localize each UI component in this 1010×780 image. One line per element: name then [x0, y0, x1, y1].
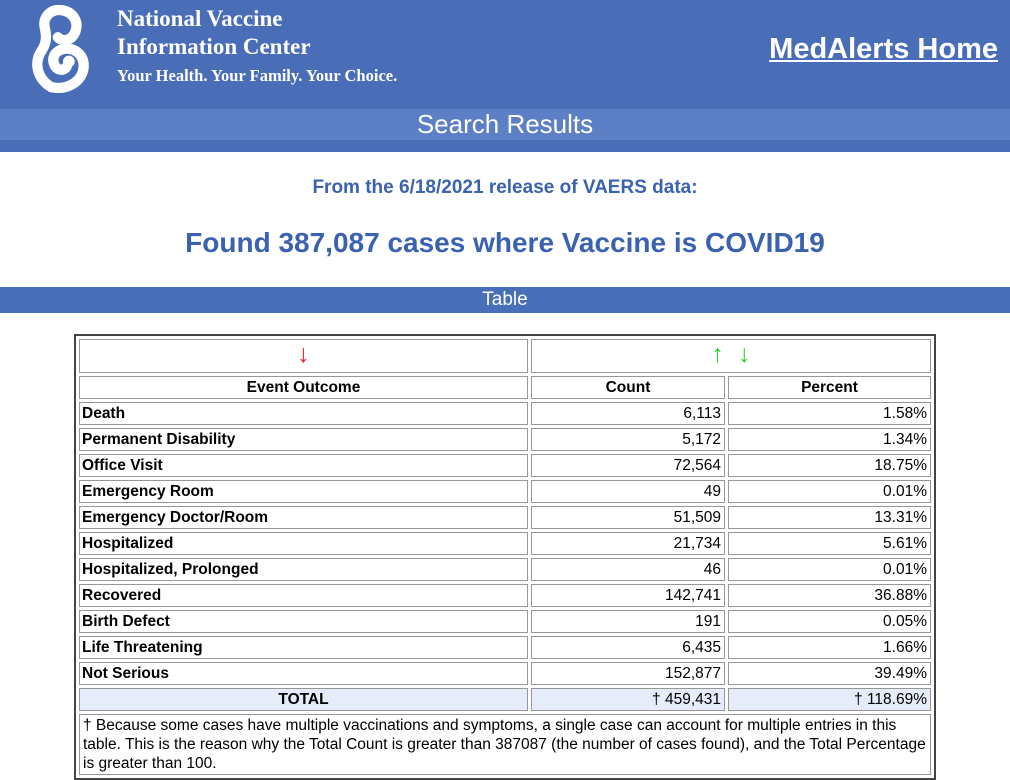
total-row: TOTAL † 459,431 † 118.69% [79, 688, 931, 711]
count-value: 51,509 [531, 506, 725, 529]
outcome-sort-cell: ↓ [79, 339, 528, 373]
found-cases-line: Found 387,087 cases where Vaccine is COV… [185, 227, 825, 258]
column-header-count: Count [531, 376, 725, 399]
outcome-label: Hospitalized [79, 532, 528, 555]
percent-value: 5.61% [728, 532, 931, 555]
table-row: Recovered 142,741 36.88% [79, 584, 931, 607]
table-row: Life Threatening 6,435 1.66% [79, 636, 931, 659]
total-label: TOTAL [79, 688, 528, 711]
table-row: Emergency Doctor/Room 51,509 13.31% [79, 506, 931, 529]
count-value: 6,113 [531, 402, 725, 425]
percent-value: 0.01% [728, 480, 931, 503]
percent-value: 1.58% [728, 402, 931, 425]
total-percent-value: † 118.69% [728, 688, 931, 711]
outcome-label: Emergency Doctor/Room [79, 506, 528, 529]
table-row: Office Visit 72,564 18.75% [79, 454, 931, 477]
nvic-mother-child-logo-icon [24, 4, 102, 94]
org-tagline: Your Health. Your Family. Your Choice. [117, 66, 398, 85]
table-row: Hospitalized 21,734 5.61% [79, 532, 931, 555]
table-row: Death 6,113 1.58% [79, 402, 931, 425]
table-footnote: † Because some cases have multiple vacci… [79, 714, 931, 775]
count-value: 21,734 [531, 532, 725, 555]
outcome-label: Death [79, 402, 528, 425]
sort-count-descending-arrow-icon[interactable]: ↓ [738, 340, 751, 368]
count-value: 191 [531, 610, 725, 633]
count-value: 5,172 [531, 428, 725, 451]
percent-value: 0.05% [728, 610, 931, 633]
percent-value: 1.34% [728, 428, 931, 451]
count-sort-cell: ↑ ↓ [531, 339, 931, 373]
percent-value: 13.31% [728, 506, 931, 529]
count-value: 72,564 [531, 454, 725, 477]
brand-block: National Vaccine Information Center Your… [0, 0, 1010, 94]
column-header-percent: Percent [728, 376, 931, 399]
outcome-label: Permanent Disability [79, 428, 528, 451]
count-value: 6,435 [531, 636, 725, 659]
sort-count-ascending-arrow-icon[interactable]: ↑ [711, 340, 724, 368]
table-row: Permanent Disability 5,172 1.34% [79, 428, 931, 451]
outcome-label: Life Threatening [79, 636, 528, 659]
org-name-line2: Information Center [117, 34, 311, 59]
outcome-label: Emergency Room [79, 480, 528, 503]
org-name-line1: National Vaccine [117, 6, 283, 31]
percent-value: 18.75% [728, 454, 931, 477]
column-header-row: Event Outcome Count Percent [79, 376, 931, 399]
percent-value: 36.88% [728, 584, 931, 607]
outcome-label: Not Serious [79, 662, 528, 685]
count-value: 142,741 [531, 584, 725, 607]
sort-arrow-row: ↓ ↑ ↓ [79, 339, 931, 373]
table-row: Hospitalized, Prolonged 46 0.01% [79, 558, 931, 581]
table-row: Birth Defect 191 0.05% [79, 610, 931, 633]
count-value: 49 [531, 480, 725, 503]
count-value: 46 [531, 558, 725, 581]
masthead: National Vaccine Information Center Your… [0, 0, 1010, 152]
table-section-bar: Table [0, 287, 1010, 313]
table-row: Not Serious 152,877 39.49% [79, 662, 931, 685]
brand-text: National Vaccine Information Center Your… [117, 5, 397, 86]
percent-value: 1.66% [728, 636, 931, 659]
percent-value: 39.49% [728, 662, 931, 685]
sort-outcome-descending-arrow-icon[interactable]: ↓ [297, 340, 310, 368]
column-header-outcome: Event Outcome [79, 376, 528, 399]
release-info-line: From the 6/18/2021 release of VAERS data… [312, 177, 698, 198]
outcome-label: Recovered [79, 584, 528, 607]
search-results-banner: Search Results [0, 109, 1010, 140]
outcome-label: Birth Defect [79, 610, 528, 633]
event-outcome-table: ↓ ↑ ↓ Event Outcome Count Percent Death … [74, 334, 936, 780]
medalerts-home-link[interactable]: MedAlerts Home [769, 33, 998, 65]
total-count-value: † 459,431 [531, 688, 725, 711]
outcome-label: Hospitalized, Prolonged [79, 558, 528, 581]
table-row: Emergency Room 49 0.01% [79, 480, 931, 503]
footnote-row: † Because some cases have multiple vacci… [79, 714, 931, 775]
outcome-label: Office Visit [79, 454, 528, 477]
count-value: 152,877 [531, 662, 725, 685]
percent-value: 0.01% [728, 558, 931, 581]
